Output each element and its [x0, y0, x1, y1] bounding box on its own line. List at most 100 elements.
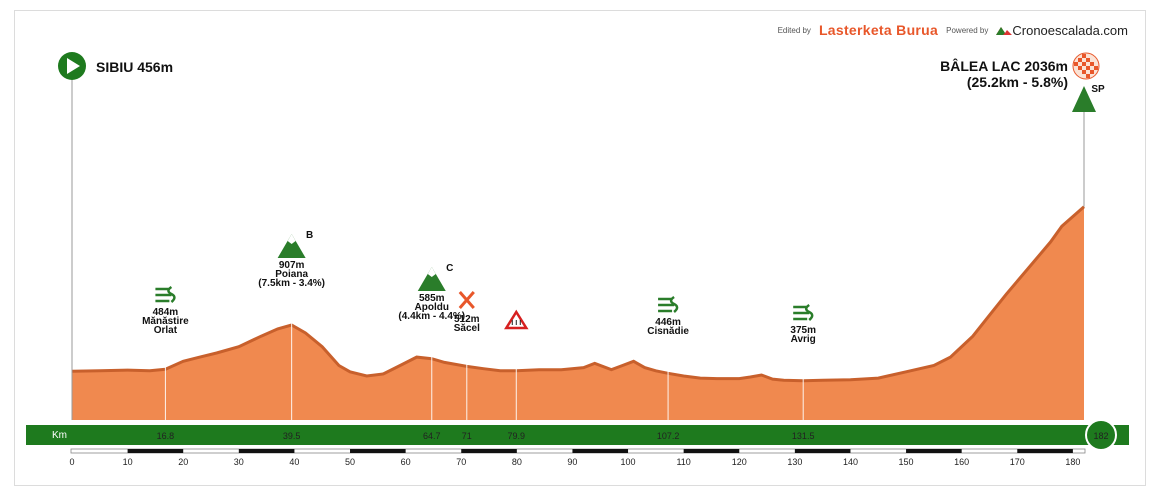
feed-zone-icon [458, 291, 475, 309]
sprint-icon [155, 287, 172, 303]
km-bar-value: 79.9 [508, 431, 526, 441]
km-bar-value: 64.7 [423, 431, 441, 441]
finish-title: BÂLEA LAC 2036m (25.2km - 5.8%) [940, 58, 1068, 90]
point-detail: Orlat [154, 325, 178, 336]
x-tick-label: 160 [954, 457, 969, 467]
x-tick-label: 100 [621, 457, 636, 467]
checker-square [1086, 58, 1090, 62]
x-tick-label: 50 [345, 457, 355, 467]
elevation-ridge-line [71, 205, 1085, 383]
checker-square [1082, 70, 1086, 74]
x-tick-label: 30 [234, 457, 244, 467]
railway-track-icon [511, 320, 521, 325]
point-altitude: 446m [655, 317, 681, 328]
finish-name: BÂLEA LAC 2036m [940, 58, 1068, 74]
scale-segment [350, 449, 406, 453]
x-tick-label: 140 [843, 457, 858, 467]
editor-logo[interactable]: Lasterketa Burua [818, 22, 939, 38]
platform-name: Cronoescalada.com [1012, 22, 1128, 38]
scale-segment [906, 449, 962, 453]
checker-square [1078, 58, 1082, 62]
x-tick-label: 40 [289, 457, 299, 467]
sprint-icon [658, 297, 675, 313]
mountain-category-label: C [446, 263, 453, 274]
edited-by-label: Edited by [777, 25, 811, 35]
checker-square [1082, 54, 1086, 58]
x-tick-label: 170 [1010, 457, 1025, 467]
km-bar-value: 39.5 [283, 431, 301, 441]
x-tick-label: 0 [69, 457, 74, 467]
scale-segment [238, 449, 295, 453]
x-tick-label: 90 [567, 457, 577, 467]
scale-segment [572, 449, 629, 453]
finish-climb-stats: (25.2km - 5.8%) [966, 74, 1068, 90]
checker-square [1086, 74, 1090, 78]
x-tick-label: 60 [401, 457, 411, 467]
mountain-climb-icon [417, 267, 446, 291]
point-detail: (7.5km - 3.4%) [258, 278, 325, 289]
powered-by-label: Powered by [946, 25, 989, 35]
x-tick-label: 120 [732, 457, 747, 467]
finish-summit-icon [1072, 86, 1096, 112]
finish-category-label: SP [1091, 84, 1105, 95]
sprint-s-icon [167, 285, 176, 303]
snow-cap-icon [287, 234, 296, 244]
mountain-category-label: B [306, 230, 313, 241]
x-tick-label: 80 [512, 457, 522, 467]
checker-square [1074, 62, 1078, 66]
x-tick-label: 150 [899, 457, 914, 467]
km-bar [26, 425, 1129, 445]
checker-square [1082, 62, 1086, 66]
point-altitude: 585m [419, 293, 445, 304]
point-name: Apoldu [415, 302, 449, 313]
km-bar-value: 71 [462, 431, 472, 441]
total-distance-value: 182 [1093, 431, 1108, 441]
checker-square [1090, 62, 1094, 66]
checker-square [1086, 66, 1090, 70]
point-altitude: 512m [454, 314, 480, 325]
sprint-s-icon [804, 303, 814, 321]
scale-segment [461, 449, 517, 453]
mountain-logo-icon [996, 26, 1013, 35]
point-name: Avrig [791, 334, 816, 345]
total-distance-badge [1085, 419, 1117, 451]
km-bar-value: 16.8 [157, 431, 175, 441]
start-title: SIBIU 456m [96, 59, 174, 75]
km-axis-label: Km [52, 430, 67, 441]
x-tick-label: 130 [787, 457, 802, 467]
km-bar-value: 107.2 [657, 431, 680, 441]
point-detail: (4.4km - 4.4%) [398, 311, 465, 322]
checker-square [1094, 66, 1098, 70]
point-name: Cisnădie [647, 326, 689, 337]
scale-segment [794, 449, 851, 453]
x-tick-label: 70 [456, 457, 466, 467]
point-name: Mănăstire [142, 316, 189, 327]
km-bar-value: 131.5 [792, 431, 815, 441]
point-name: Poiana [275, 269, 308, 280]
x-tick-label: 180 [1065, 457, 1080, 467]
sprint-icon [793, 305, 810, 321]
credits: Edited by Lasterketa Burua Powered by Cr… [778, 22, 1128, 38]
checker-square [1090, 70, 1094, 74]
route-point[interactable] [504, 309, 529, 420]
point-altitude: 375m [790, 325, 816, 336]
scale-segment [683, 449, 740, 453]
mountain-climb-icon [277, 234, 306, 258]
x-tick-label: 110 [676, 457, 690, 467]
snow-cap-icon [427, 267, 436, 277]
scale-segment [1017, 449, 1073, 453]
platform-logo[interactable]: Cronoescalada.com [996, 23, 1128, 38]
sprint-s-icon [669, 295, 679, 313]
point-altitude: 484m [153, 307, 179, 318]
checker-square [1078, 66, 1082, 70]
x-tick-label: 20 [178, 457, 188, 467]
point-name: Săcel [454, 323, 480, 334]
x-tick-label: 10 [123, 457, 133, 467]
